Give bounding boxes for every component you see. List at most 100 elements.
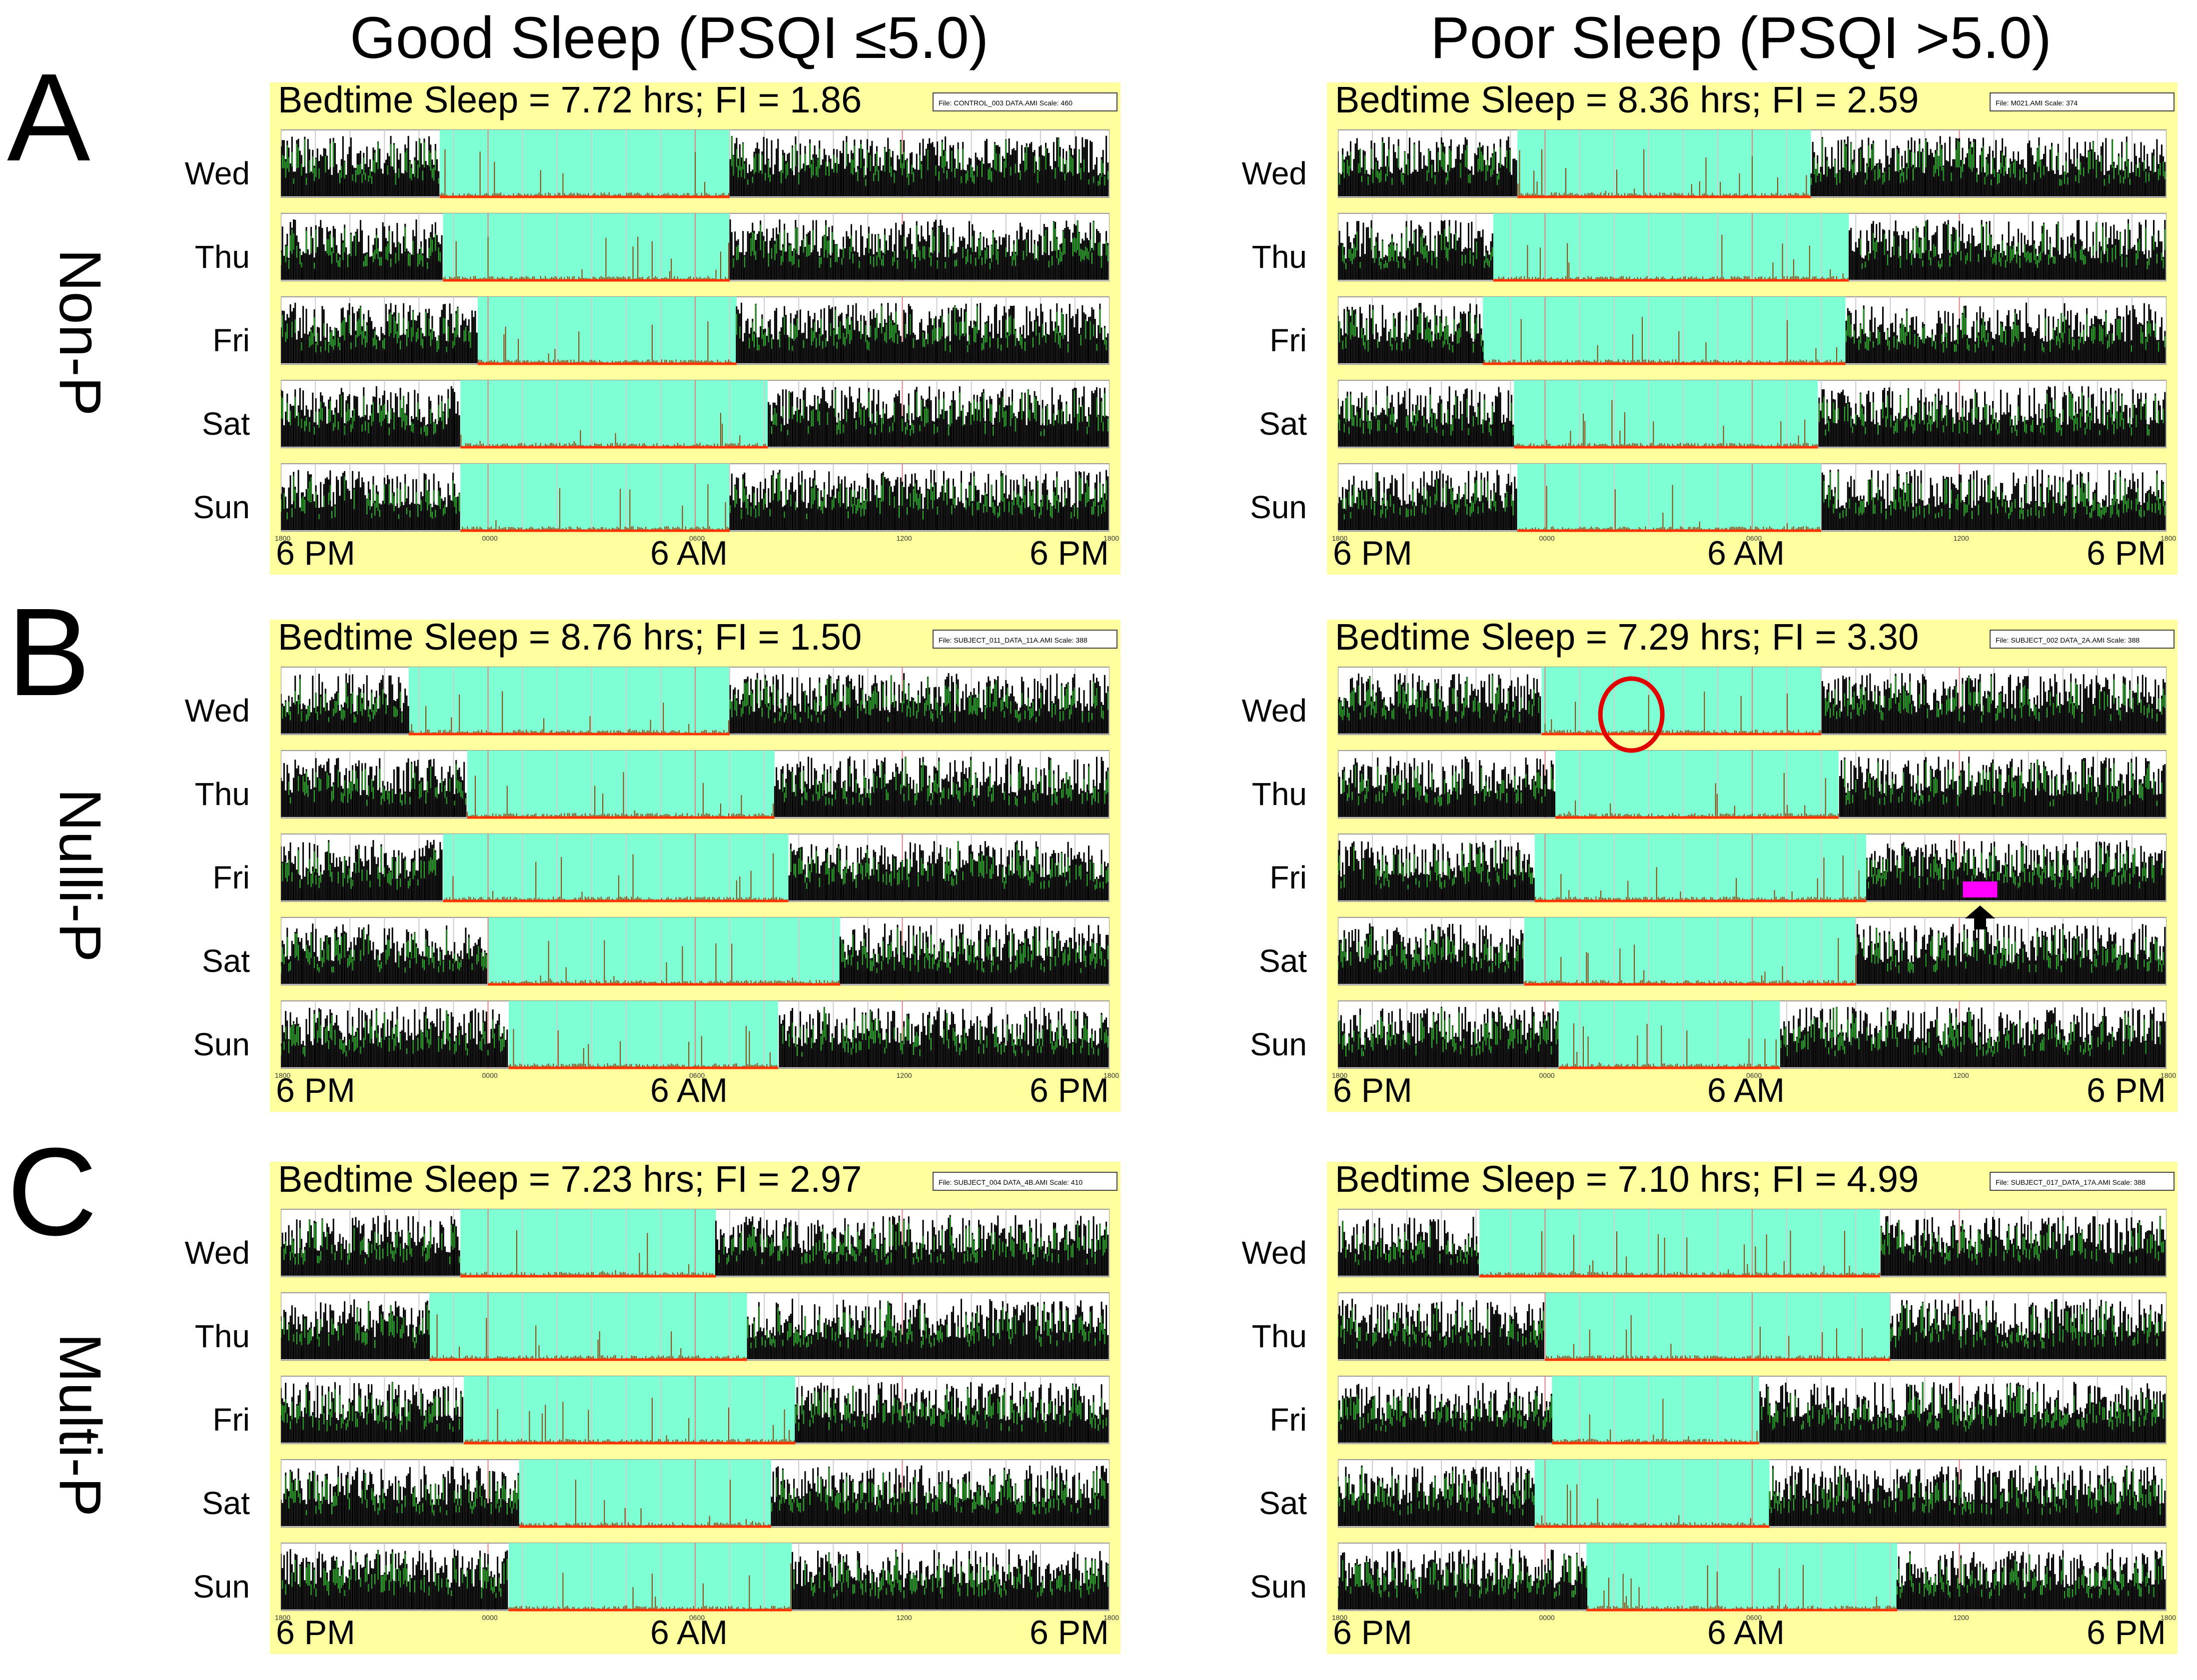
sleep-interval-band	[439, 130, 730, 197]
day-strip-thu	[281, 1292, 1109, 1361]
file-info-box: File: SUBJECT_011_DATA_11A.AMI Scale: 38…	[933, 630, 1117, 649]
small-tick-label: 0600	[1746, 534, 1762, 542]
small-tick-label: 1800	[1332, 1071, 1348, 1079]
activity-highlight-trace	[281, 1301, 1105, 1349]
activity-highlight-trace	[281, 927, 1108, 973]
small-tick-label: 1800	[1103, 1614, 1119, 1622]
col-title-poor: Poor Sleep (PSQI >5.0)	[1430, 5, 2052, 71]
activity-highlight-trace	[283, 1217, 1107, 1265]
sleep-interval-band	[443, 213, 730, 281]
day-strip-wed	[281, 667, 1109, 736]
small-tick-label: 0000	[482, 1071, 498, 1079]
day-label-thu: Thu	[1251, 776, 1307, 812]
day-strip-wed	[281, 1209, 1109, 1278]
time-axis-label: 6 AM	[1707, 1071, 1785, 1109]
sleep-interval-band	[519, 1460, 771, 1527]
day-strip-thu	[1338, 1292, 2167, 1361]
day-strip-fri	[281, 1376, 1109, 1445]
annotation-arrow	[1965, 905, 1995, 929]
time-axis-label: 6 PM	[276, 1614, 355, 1652]
day-label-sat: Sat	[1258, 406, 1307, 442]
sleep-interval-band	[443, 834, 789, 901]
day-label-sun: Sun	[1250, 489, 1307, 525]
activity-highlight-trace	[288, 757, 1108, 807]
small-tick-label: 1200	[1953, 1071, 1969, 1079]
activity-highlight-trace	[1339, 675, 2166, 723]
small-tick-label: 0600	[689, 1071, 705, 1079]
sleep-stat-label: Bedtime Sleep = 7.23 hrs; FI = 2.97	[278, 1158, 862, 1200]
day-strip-wed	[281, 129, 1109, 198]
day-strip-wed	[1338, 667, 2167, 736]
time-axis-label: 6 AM	[650, 534, 728, 572]
sleep-interval-band	[1541, 667, 1822, 735]
sleep-interval-band	[508, 1543, 792, 1611]
row-letter-a: A	[7, 47, 90, 187]
small-tick-label: 1200	[896, 1614, 912, 1622]
sleep-interval-band	[408, 667, 730, 735]
sleep-interval-band	[1493, 213, 1849, 281]
sleep-interval-band	[508, 1001, 778, 1068]
row-label-multi-p: Multi-P	[47, 1333, 113, 1517]
sleep-stat-label: Bedtime Sleep = 8.36 hrs; FI = 2.59	[1335, 79, 1919, 120]
row-label-non-p: Non-P	[47, 249, 113, 416]
day-label-fri: Fri	[1269, 322, 1307, 358]
small-tick-label: 1200	[1953, 534, 1969, 542]
small-tick-label: 1800	[1103, 534, 1119, 542]
day-label-wed: Wed	[184, 155, 250, 191]
time-axis-label: 6 PM	[2087, 1071, 2166, 1109]
day-label-wed: Wed	[1241, 693, 1307, 729]
activity-highlight-trace	[1338, 1554, 2163, 1599]
actogram-plot	[1338, 129, 2167, 532]
day-strip-fri	[281, 834, 1109, 902]
small-tick-label: 1800	[1332, 534, 1348, 542]
day-strip-sat	[1338, 380, 2167, 449]
activity-highlight-trace	[1342, 1217, 2164, 1265]
day-label-wed: Wed	[184, 1235, 250, 1271]
time-axis-label: 6 PM	[2087, 1614, 2166, 1652]
sleep-interval-band	[1517, 130, 1811, 197]
day-strip-thu	[281, 213, 1109, 282]
time-axis-label: 6 PM	[1030, 1614, 1109, 1652]
sleep-stat-label: Bedtime Sleep = 8.76 hrs; FI = 1.50	[278, 616, 862, 658]
time-axis-label: 6 PM	[1030, 534, 1109, 572]
small-tick-label: 1800	[2161, 1071, 2177, 1079]
activity-highlight-trace	[281, 1007, 1108, 1057]
day-label-wed: Wed	[184, 693, 250, 729]
time-axis-label: 6 AM	[1707, 534, 1785, 572]
day-label-fri: Fri	[212, 322, 250, 358]
day-strip-sun	[1338, 1543, 2167, 1612]
small-tick-label: 1200	[896, 534, 912, 542]
small-tick-label: 0000	[482, 534, 498, 542]
actogram-panel-c-poor: Bedtime Sleep = 7.10 hrs; FI = 4.99 File:…	[1242, 1158, 2178, 1654]
sleep-stat-label: Bedtime Sleep = 7.10 hrs; FI = 4.99	[1335, 1158, 1919, 1200]
activity-trace	[281, 219, 1109, 280]
row-letter-c: C	[7, 1122, 97, 1261]
day-label-sat: Sat	[201, 943, 250, 979]
sleep-interval-band	[460, 464, 730, 531]
time-axis-label: 6 PM	[1333, 1614, 1412, 1652]
activity-highlight-trace	[282, 1551, 1108, 1599]
actogram-panel-c-good: Bedtime Sleep = 7.23 hrs; FI = 2.97 File:…	[185, 1158, 1120, 1654]
sleep-interval-band	[488, 917, 841, 985]
day-strip-thu	[1338, 750, 2167, 819]
small-tick-label: 1800	[275, 1071, 291, 1079]
small-tick-label: 1800	[275, 1614, 291, 1622]
day-label-wed: Wed	[1241, 1235, 1307, 1271]
day-strip-fri	[1338, 1376, 2167, 1445]
time-axis-label: 6 AM	[1707, 1614, 1785, 1652]
sleep-interval-band	[1552, 1376, 1759, 1444]
file-info-box: File: CONTROL_003 DATA.AMI Scale: 460	[933, 92, 1117, 111]
sleep-interval-band	[1586, 1543, 1898, 1611]
actogram-plot	[281, 1209, 1109, 1612]
day-strip-sat	[1338, 917, 2167, 986]
sleep-interval-band	[1479, 1209, 1880, 1277]
small-tick-label: 1200	[896, 1071, 912, 1079]
day-strip-thu	[281, 750, 1109, 819]
activity-highlight-trace	[1339, 1007, 2161, 1057]
time-axis-label: 6 PM	[1333, 534, 1412, 572]
sleep-interval-band	[477, 297, 737, 364]
activity-highlight-trace	[1339, 307, 2166, 353]
day-label-sun: Sun	[193, 489, 250, 525]
activity-highlight-trace	[281, 220, 1108, 269]
actogram-panel-a-poor: Bedtime Sleep = 8.36 hrs; FI = 2.59 File:…	[1242, 79, 2178, 575]
